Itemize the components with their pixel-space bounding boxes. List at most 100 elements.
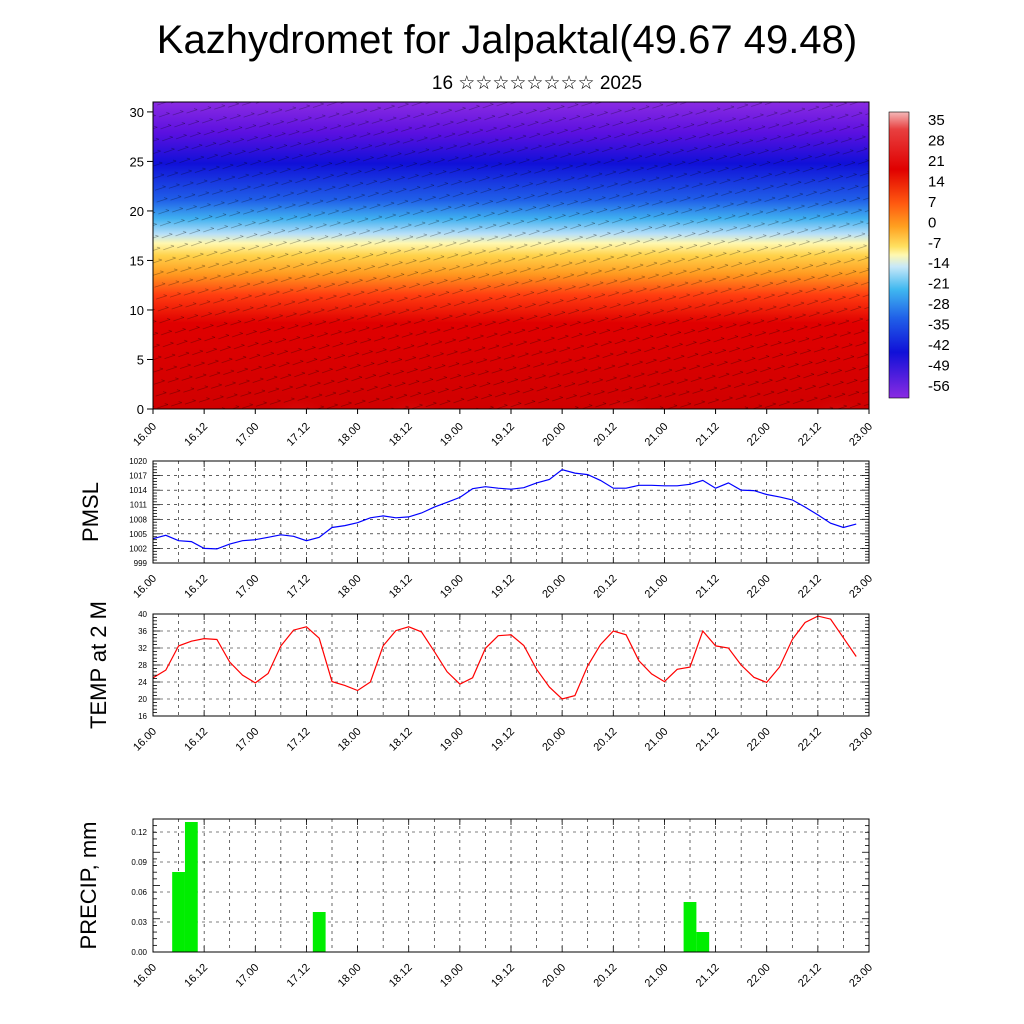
x-tick-label: 16.12 <box>182 573 210 601</box>
x-tick-label: 17.00 <box>233 962 261 990</box>
x-tick-label: 16.12 <box>182 726 210 754</box>
colorbar-label: 28 <box>928 132 945 149</box>
x-tick-label: 21.12 <box>694 421 722 449</box>
temp-panel: 40 36 32 28 24 20 16 16.00 16.12 17.00 17.12 18.00 1… <box>86 601 875 754</box>
x-tick-label: 16.12 <box>182 421 210 449</box>
x-tick-label: 20.12 <box>591 962 619 990</box>
x-tick-label: 17.00 <box>233 726 261 754</box>
cross-section-x-axis: 16.00 16.12 17.00 17.12 18.00 18.12 19.00 19.12… <box>131 409 875 449</box>
y-tick-label: 1002 <box>129 544 147 553</box>
y-tick-label: 999 <box>134 559 148 568</box>
x-tick-label: 22.12 <box>796 573 824 601</box>
precip-panel: 0.12 0.09 0.06 0.03 0.00 16.00 16.12 17.00 17.12… <box>76 818 875 990</box>
x-tick-label: 19.12 <box>489 726 517 754</box>
colorbar-labels: 35 28 21 14 7 0 -7 -14 -21 -28 -35 -42 -49 -56 <box>928 112 950 395</box>
page-title: Kazhydromet for Jalpaktal(49.67 49.48) <box>156 18 858 62</box>
colorbar-scale <box>888 111 910 399</box>
precip-bar <box>696 932 710 952</box>
cross-section-panel: 0 5 10 15 20 25 30 16.00 16.12 17.00 17.12 18.00 18… <box>130 101 875 449</box>
x-tick-label: 16.00 <box>131 962 159 990</box>
x-tick-label: 21.00 <box>643 962 671 990</box>
y-tick-label: 20 <box>130 204 144 219</box>
x-tick-label: 21.00 <box>643 573 671 601</box>
x-tick-label: 19.00 <box>438 421 466 449</box>
y-axis-label: TEMP at 2 M <box>86 601 111 729</box>
x-tick-label: 20.12 <box>591 726 619 754</box>
x-tick-label: 22.00 <box>745 421 773 449</box>
x-tick-label: 17.12 <box>285 573 313 601</box>
y-tick-label: 20 <box>138 695 147 704</box>
x-tick-label: 19.00 <box>438 726 466 754</box>
x-tick-label: 18.12 <box>387 573 415 601</box>
y-tick-label: 25 <box>130 154 144 169</box>
colorbar-label: 7 <box>928 194 936 211</box>
x-tick-label: 18.00 <box>336 421 364 449</box>
x-tick-label: 17.12 <box>285 421 313 449</box>
x-tick-label: 18.12 <box>387 421 415 449</box>
colorbar-label: 14 <box>928 173 945 190</box>
x-tick-label: 19.12 <box>489 573 517 601</box>
x-tick-label: 19.12 <box>489 421 517 449</box>
y-tick-label: 1020 <box>129 457 147 466</box>
x-tick-label: 17.00 <box>233 573 261 601</box>
colorbar-label: 21 <box>928 153 945 170</box>
wind-vectors <box>153 102 869 409</box>
y-tick-label: 32 <box>138 644 147 653</box>
x-tick-label: 19.00 <box>438 573 466 601</box>
colorbar-label: -14 <box>928 255 950 272</box>
y-tick-label: 28 <box>138 661 147 670</box>
x-tick-label: 19.12 <box>489 962 517 990</box>
colorbar-label: -42 <box>928 337 950 354</box>
y-tick-label: 15 <box>130 253 144 268</box>
colorbar-label: 35 <box>928 112 945 129</box>
x-tick-label: 21.00 <box>643 726 671 754</box>
colorbar-label: -7 <box>928 235 941 252</box>
colorbar-label: -21 <box>928 276 950 293</box>
precip-bar <box>312 912 326 952</box>
x-tick-label: 20.00 <box>540 573 568 601</box>
x-tick-label: 22.12 <box>796 726 824 754</box>
y-tick-label: 0 <box>137 402 144 417</box>
x-tick-label: 16.00 <box>131 726 159 754</box>
temp-line <box>152 615 857 700</box>
x-tick-label: 20.12 <box>591 421 619 449</box>
y-tick-label: 1017 <box>129 472 147 481</box>
page-subtitle: 16 ☆☆☆☆☆☆☆☆ 2025 <box>431 73 643 94</box>
x-tick-label: 23.00 <box>847 726 875 754</box>
y-tick-label: 1008 <box>129 515 147 524</box>
pmsl-panel: 1020 1017 1014 1011 1008 1005 1002 999 16.00 16.1… <box>78 457 875 601</box>
y-tick-label: 0.06 <box>131 888 147 897</box>
y-tick-label: 0.12 <box>131 828 147 837</box>
y-tick-label: 0.00 <box>131 948 147 957</box>
y-tick-label: 0.03 <box>131 918 147 927</box>
colorbar-label: -35 <box>928 317 950 334</box>
precip-bar <box>172 872 185 952</box>
cross-section-y-axis: 0 5 10 15 20 25 30 <box>130 105 153 417</box>
y-tick-label: 40 <box>138 610 147 619</box>
x-tick-label: 23.00 <box>847 573 875 601</box>
x-tick-label: 20.12 <box>591 573 619 601</box>
y-tick-label: 36 <box>138 627 147 636</box>
x-tick-label: 18.00 <box>336 726 364 754</box>
x-tick-label: 19.00 <box>438 962 466 990</box>
x-tick-label: 18.00 <box>336 573 364 601</box>
x-tick-label: 21.12 <box>694 726 722 754</box>
y-tick-label: 10 <box>130 303 144 318</box>
x-tick-label: 20.00 <box>540 962 568 990</box>
x-tick-label: 23.00 <box>847 421 875 449</box>
x-tick-label: 17.12 <box>285 962 313 990</box>
colorbar-label: -56 <box>928 378 950 395</box>
precip-bar <box>683 902 697 952</box>
x-tick-label: 17.12 <box>285 726 313 754</box>
x-tick-label: 16.00 <box>131 573 159 601</box>
x-tick-label: 23.00 <box>847 962 875 990</box>
y-tick-label: 1011 <box>130 501 148 510</box>
x-tick-label: 22.00 <box>745 726 773 754</box>
x-tick-label: 21.00 <box>643 421 671 449</box>
x-tick-label: 18.00 <box>336 962 364 990</box>
x-tick-label: 17.00 <box>233 421 261 449</box>
x-tick-label: 22.00 <box>745 573 773 601</box>
y-tick-label: 1005 <box>129 530 147 539</box>
pmsl-line <box>152 469 857 550</box>
